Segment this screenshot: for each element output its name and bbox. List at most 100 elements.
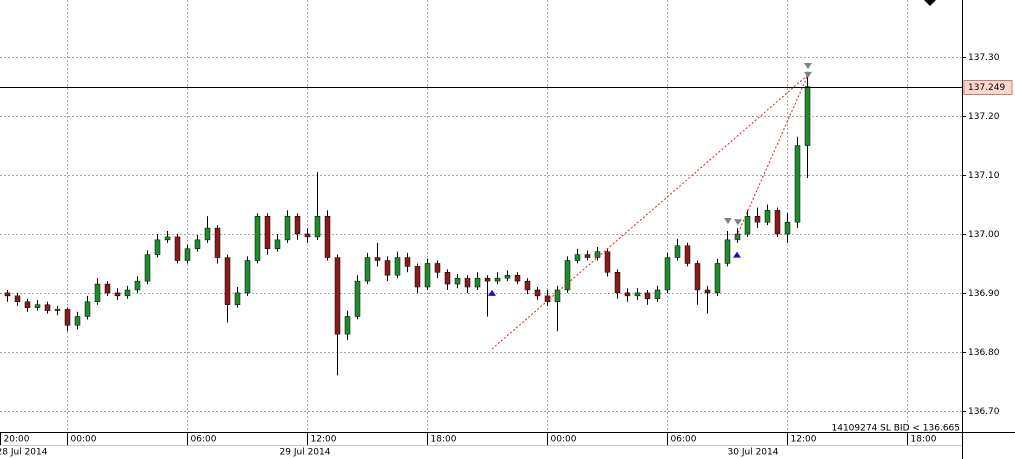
candle-body	[614, 272, 621, 294]
candle-body	[14, 295, 21, 303]
candle-body	[804, 86, 811, 146]
candle-body	[484, 277, 491, 282]
candle-body	[364, 257, 371, 282]
candle-body	[514, 274, 521, 282]
candle-body	[314, 216, 321, 238]
candle-body	[324, 216, 331, 258]
x-tick-label: 12:00	[791, 435, 817, 445]
candle-body	[304, 233, 311, 238]
exit-marker	[734, 219, 742, 226]
candle-body	[354, 280, 361, 317]
candle-body	[774, 210, 781, 235]
x-tick-label: 20:00	[4, 435, 30, 445]
x-tick-label: 00:00	[71, 435, 97, 445]
candle-body	[124, 289, 131, 297]
candle-body	[624, 292, 631, 297]
candle-body	[134, 280, 141, 291]
candle-body	[244, 260, 251, 294]
candle-body	[664, 257, 671, 291]
candle-body	[574, 254, 581, 261]
x-tick-label: 18:00	[911, 435, 937, 445]
candle-body	[374, 257, 381, 261]
candle-body	[104, 283, 111, 294]
candle-body	[424, 263, 431, 288]
candle-body	[764, 210, 771, 223]
candle-body	[584, 254, 591, 258]
candle-body	[344, 316, 351, 335]
trade-line	[491, 74, 809, 350]
candle-body	[784, 221, 791, 235]
candle-body	[94, 283, 101, 303]
candle-body	[114, 292, 121, 297]
candle-body	[274, 239, 281, 249]
candle-body	[334, 257, 341, 335]
y-tick-label: 136.80	[968, 348, 1000, 358]
candle-body	[294, 216, 301, 235]
candle-body	[44, 304, 51, 311]
candle-body	[214, 227, 221, 258]
candle-body	[24, 301, 31, 308]
x-tick-label: 18:00	[431, 435, 457, 445]
candle-body	[704, 289, 711, 294]
candle-body	[254, 216, 261, 261]
candle-body	[54, 309, 61, 311]
y-tick-label: 136.70	[968, 407, 1000, 417]
order-label: 14109274 SL BID < 136.665	[832, 424, 961, 434]
date-label: 30 Jul 2014	[728, 448, 779, 458]
y-tick-label: 137.30	[968, 53, 1000, 63]
candle-body	[184, 248, 191, 261]
x-tick-label: 12:00	[311, 435, 337, 445]
candle-body	[174, 236, 181, 261]
candle-body	[464, 277, 471, 288]
candle-body	[74, 316, 81, 326]
candle-body	[164, 236, 171, 241]
current-price-label: 137.249	[968, 83, 1005, 93]
candle-body	[264, 216, 271, 249]
candle-body	[754, 216, 761, 223]
y-tick-label: 137.20	[968, 112, 1000, 122]
candle-body	[34, 304, 41, 308]
candle-body	[714, 263, 721, 294]
x-tick-label: 06:00	[671, 435, 697, 445]
entry-marker	[733, 251, 741, 258]
candle-body	[64, 309, 71, 326]
candle-body	[744, 216, 751, 235]
candle-body	[504, 274, 511, 279]
candle-body	[734, 233, 741, 241]
candle-body	[404, 257, 411, 267]
candle-body	[284, 216, 291, 241]
candle-body	[594, 251, 601, 258]
menu-arrow[interactable]	[924, 0, 936, 6]
candle-body	[194, 239, 201, 249]
candle-body	[434, 263, 441, 273]
candle-body	[654, 289, 661, 300]
y-tick-label: 137.10	[968, 171, 1000, 181]
x-tick-label: 06:00	[191, 435, 217, 445]
candle-body	[564, 260, 571, 291]
x-tick-label: 00:00	[551, 435, 577, 445]
candle-body	[474, 277, 481, 288]
candle-body	[524, 280, 531, 291]
candle-body	[454, 277, 461, 285]
candle-body	[204, 227, 211, 241]
candle-body	[224, 257, 231, 305]
candle-body	[234, 292, 241, 305]
candle-body	[154, 239, 161, 255]
candle-body	[384, 260, 391, 276]
candle-body	[144, 254, 151, 282]
exit-marker	[724, 218, 732, 225]
candle-body	[444, 272, 451, 285]
candle-body	[604, 251, 611, 273]
candle-body	[794, 145, 801, 223]
candle-body	[724, 239, 731, 264]
y-tick-label: 136.90	[968, 289, 1000, 299]
candle-body	[674, 245, 681, 258]
entry-marker	[488, 289, 496, 296]
candle-body	[494, 277, 501, 282]
date-label: 29 Jul 2014	[280, 448, 331, 458]
candle-body	[644, 292, 651, 300]
candle-body	[554, 289, 561, 303]
